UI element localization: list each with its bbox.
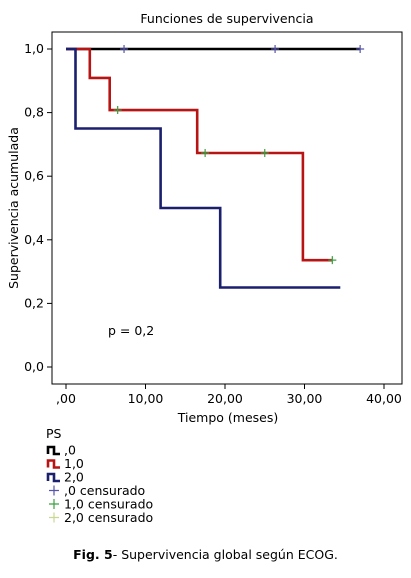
censor-mark <box>120 45 129 53</box>
censor-mark <box>113 106 122 115</box>
censor-mark <box>328 256 337 265</box>
censor-mark <box>260 148 269 157</box>
legend-label: 2,0 <box>64 470 84 485</box>
legend-censor-swatch <box>49 512 59 523</box>
legend-label: ,0 censurado <box>64 483 145 498</box>
x-tick-label: 30,00 <box>287 391 323 406</box>
figure-caption: Fig. 5- Supervivencia global según ECOG. <box>0 547 411 562</box>
y-tick-label: 0,4 <box>24 232 44 247</box>
chart-title: Funciones de supervivencia <box>140 11 313 26</box>
y-tick-label: 1,0 <box>24 41 44 56</box>
y-axis: 0,0 0,2 0,4 0,6 0,8 1,0 <box>24 41 52 374</box>
x-tick-label: 40,00 <box>366 391 402 406</box>
censor-mark <box>271 45 280 53</box>
y-tick-label: 0,0 <box>24 359 44 374</box>
censor-mark <box>201 148 210 157</box>
x-tick-label: 10,00 <box>128 391 164 406</box>
plot-area-frame <box>51 31 403 385</box>
series-line <box>66 47 341 289</box>
legend-label: 1,0 censurado <box>64 497 153 512</box>
legend-line-swatch <box>46 445 60 456</box>
y-tick-label: 0,2 <box>24 295 44 310</box>
legend-censor-swatch <box>49 499 59 509</box>
y-tick-label: 0,8 <box>24 105 44 120</box>
x-tick-label: 20,00 <box>207 391 243 406</box>
legend-censor-swatch <box>49 485 59 496</box>
legend-line-swatch <box>46 459 60 469</box>
censor-mark <box>356 45 365 53</box>
y-axis-label: Supervivencia acumulada <box>6 127 21 289</box>
series-line <box>66 47 333 262</box>
x-tick-label: ,00 <box>56 391 76 406</box>
x-axis-label: Tiempo (meses) <box>177 410 278 425</box>
caption-label: Fig. 5 <box>73 547 113 562</box>
caption-text: - Supervivencia global según ECOG. <box>112 547 338 562</box>
survival-chart: Funciones de supervivencia 0,00,20,40,60… <box>6 11 403 525</box>
series-layer <box>66 45 365 289</box>
legend-label: ,0 <box>64 443 76 458</box>
legend-label: 1,0 <box>64 456 84 471</box>
legend-line-swatch <box>46 472 60 483</box>
legend-label: 2,0 censurado <box>64 510 153 525</box>
y-tick-label: 0,6 <box>24 168 44 183</box>
p-value-annotation: p = 0,2 <box>108 323 154 338</box>
x-axis: ,00 10,00 20,00 30,00 40,00 <box>56 384 402 406</box>
legend-title: PS <box>46 426 62 441</box>
